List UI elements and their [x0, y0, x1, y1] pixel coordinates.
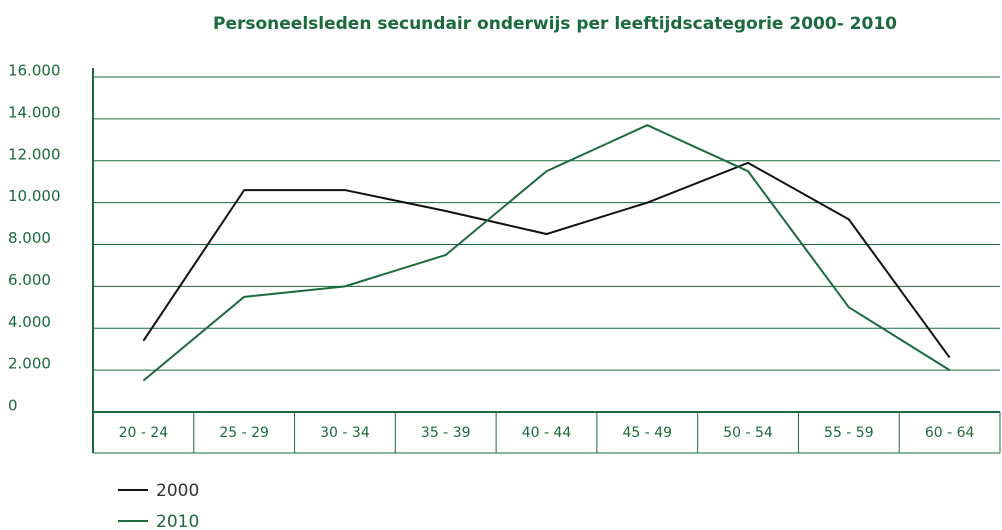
x-tick-label: 20 - 24: [119, 425, 169, 441]
y-tick-label: 0: [8, 397, 18, 415]
y-tick-label: 8.000: [8, 229, 51, 247]
y-tick-label: 6.000: [8, 271, 51, 289]
x-tick-label: 35 - 39: [421, 425, 471, 441]
legend-label: 2010: [156, 512, 199, 530]
series-line: [142, 124, 951, 382]
x-tick-label: 55 - 59: [824, 425, 874, 441]
x-tick-label: 45 - 49: [622, 425, 672, 441]
y-tick-label: 16.000: [8, 62, 61, 80]
y-tick-label: 10.000: [8, 187, 61, 205]
y-tick-label: 2.000: [8, 355, 51, 373]
x-tick-label: 30 - 34: [320, 425, 370, 441]
x-tick-label: 60 - 64: [925, 425, 975, 441]
x-tick-label: 25 - 29: [219, 425, 269, 441]
legend-label: 2000: [156, 481, 199, 501]
x-tick-label: 50 - 54: [723, 425, 773, 441]
y-tick-label: 12.000: [8, 145, 61, 163]
y-tick-label: 4.000: [8, 313, 51, 331]
chart-title: Personeelsleden secundair onderwijs per …: [213, 14, 897, 34]
x-tick-label: 40 - 44: [522, 425, 572, 441]
y-tick-label: 14.000: [8, 103, 61, 121]
series-line: [142, 161, 951, 359]
